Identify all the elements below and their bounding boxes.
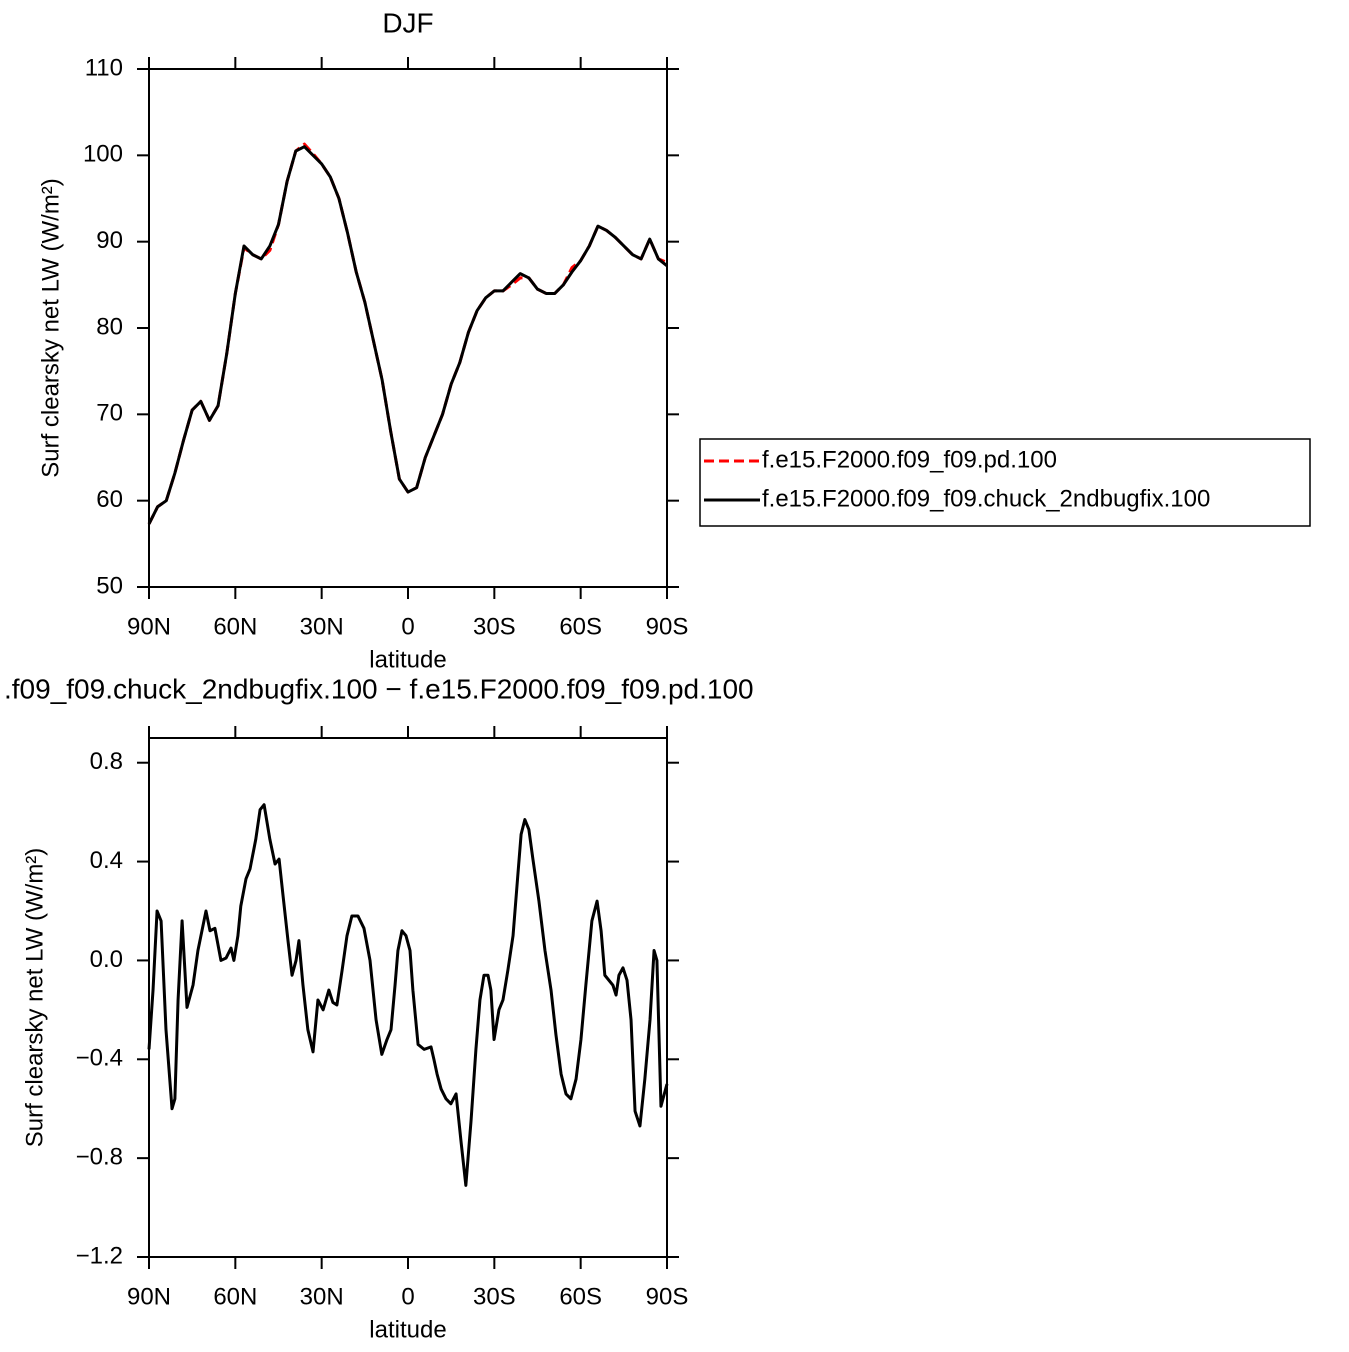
plot-frame	[148, 68, 668, 588]
y-tick-label: −0.8	[76, 1143, 123, 1170]
y-tick-label: −0.4	[76, 1045, 123, 1072]
y-tick-label: −1.2	[76, 1242, 123, 1269]
y-tick-label: 110	[85, 54, 123, 81]
x-tick-label: 60S	[559, 1283, 602, 1310]
x-tick-label: 30N	[300, 613, 344, 640]
x-tick-label: 90S	[646, 613, 689, 640]
y-tick-label: 90	[96, 227, 123, 254]
y-tick-label: 0.4	[90, 847, 123, 874]
plot-frame	[148, 737, 668, 1258]
x-tick-label: 0	[401, 1283, 414, 1310]
legend-label: f.e15.F2000.f09_f09.chuck_2ndbugfix.100	[762, 485, 1210, 512]
legend-box	[699, 438, 1311, 527]
x-tick-label: 60N	[213, 1283, 257, 1310]
y-tick-label: 80	[96, 313, 123, 340]
x-axis-label: latitude	[369, 646, 446, 673]
y-tick-label: 50	[96, 572, 123, 599]
y-tick-label: 60	[96, 486, 123, 513]
y-tick-label: 70	[96, 400, 123, 427]
x-tick-label: 60N	[213, 613, 257, 640]
chart-title: .f09_f09.chuck_2ndbugfix.100 − f.e15.F20…	[4, 673, 754, 704]
x-tick-label: 90S	[646, 1283, 689, 1310]
y-tick-label: 100	[83, 141, 123, 168]
data-line	[147, 803, 669, 1187]
x-tick-label: 60S	[559, 613, 602, 640]
x-tick-label: 30S	[473, 613, 516, 640]
x-axis-label: latitude	[369, 1316, 446, 1343]
y-tick-label: 0.8	[90, 748, 123, 775]
x-tick-label: 30N	[300, 1283, 344, 1310]
x-tick-label: 0	[401, 613, 414, 640]
legend-label: f.e15.F2000.f09_f09.pd.100	[762, 446, 1057, 473]
x-tick-label: 30S	[473, 1283, 516, 1310]
data-line	[147, 142, 668, 525]
chart-title: DJF	[382, 7, 433, 38]
x-tick-label: 90N	[127, 613, 171, 640]
data-line	[147, 145, 668, 525]
x-tick-label: 90N	[127, 1283, 171, 1310]
y-tick-label: 0.0	[90, 946, 123, 973]
y-axis-label: Surf clearsky net LW (W/m²)	[37, 178, 64, 478]
y-axis-label: Surf clearsky net LW (W/m²)	[21, 848, 48, 1148]
